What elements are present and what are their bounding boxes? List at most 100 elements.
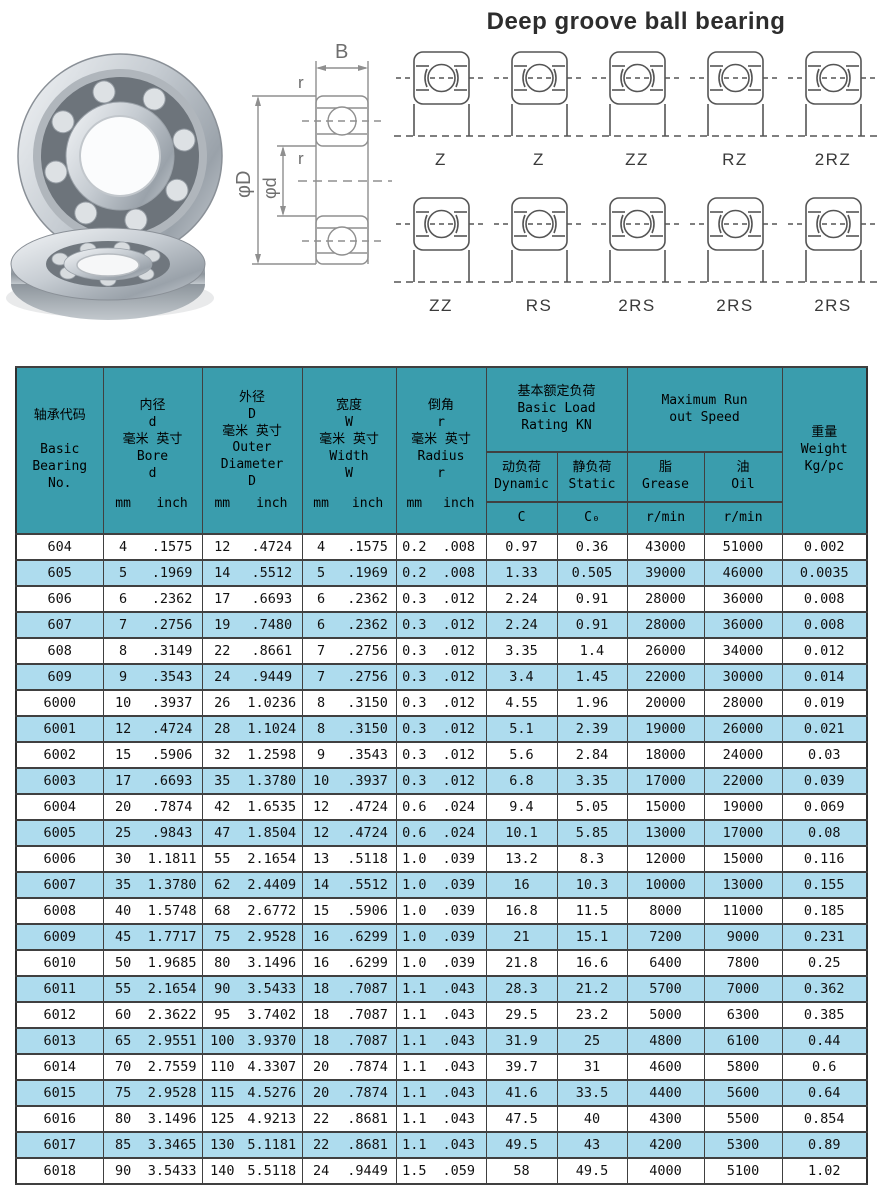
cell-grease-speed: 20000 [626, 688, 705, 717]
bearing-type-icon [785, 197, 881, 283]
bearing-type-icon [785, 51, 881, 137]
cell-oil-speed: 7000 [703, 974, 783, 1003]
cell-bore: 90 3.5433 [102, 1156, 203, 1185]
cell-bore: 85 3.3465 [102, 1130, 203, 1159]
cell-outer-diameter: 24.9449 [201, 662, 303, 691]
bearing-type-label: 2RS [716, 296, 754, 315]
cell-dynamic-load: 16 [485, 870, 558, 899]
cell-outer-diameter: 115 4.5276 [201, 1078, 303, 1107]
cell-static-load: 40 [556, 1104, 628, 1133]
table-row: 6000 10.3937 26 1.0236 8.3150 0.3.012 4.55 1.96… [15, 688, 868, 717]
cell-static-load: 3.35 [556, 766, 628, 795]
cell-width: 10.3937 [301, 766, 397, 795]
cell-outer-diameter: 47 1.8504 [201, 818, 303, 847]
table-row: 6006 30 1.1811 55 2.1654 13.5118 1.0.039 13.2 8.… [15, 844, 868, 873]
cell-dynamic-load: 21.8 [485, 948, 558, 977]
bearing-type-icon [393, 197, 489, 283]
cell-radius: 0.6.024 [395, 818, 487, 847]
cell-outer-diameter: 28 1.1024 [201, 714, 303, 743]
cell-outer-diameter: 35 1.3780 [201, 766, 303, 795]
cell-weight: 0.185 [781, 896, 868, 925]
diagram-label-r1: r [298, 73, 304, 92]
cell-grease-speed: 4800 [626, 1026, 705, 1055]
cell-static-load: 25 [556, 1026, 628, 1055]
cell-grease-speed: 4600 [626, 1052, 705, 1081]
header-sym-oil: r/min [703, 501, 783, 535]
cell-width: 16.6299 [301, 948, 397, 977]
cell-radius: 1.0.039 [395, 922, 487, 951]
cell-radius: 1.1.043 [395, 1078, 487, 1107]
cell-outer-diameter: 125 4.9213 [201, 1104, 303, 1133]
cell-bore: 25.9843 [102, 818, 203, 847]
cell-radius: 1.1.043 [395, 1026, 487, 1055]
cell-weight: 0.116 [781, 844, 868, 873]
cell-grease-speed: 10000 [626, 870, 705, 899]
cell-oil-speed: 36000 [703, 584, 783, 613]
cell-bearing-no: 6004 [15, 792, 104, 821]
cell-static-load: 11.5 [556, 896, 628, 925]
cell-width: 9.3543 [301, 740, 397, 769]
diagram-label-r2: r [298, 149, 304, 168]
cell-oil-speed: 6300 [703, 1000, 783, 1029]
cell-weight: 0.012 [781, 636, 868, 665]
table-row: 6007 35 1.3780 62 2.4409 14.5512 1.0.039 16 10.3… [15, 870, 868, 899]
cell-radius: 1.0.039 [395, 896, 487, 925]
cell-radius: 1.1.043 [395, 1000, 487, 1029]
unit-mm: mm [214, 496, 231, 511]
cell-bore: 35 1.3780 [102, 870, 203, 899]
table-row: 6012 60 2.3622 95 3.7402 18.7087 1.1.043 29.5 23… [15, 1000, 868, 1029]
bearing-type-label: ZZ [625, 150, 649, 169]
cell-width: 5.1969 [301, 558, 397, 587]
cell-static-load: 5.05 [556, 792, 628, 821]
cell-radius: 0.2.008 [395, 532, 487, 561]
cell-grease-speed: 39000 [626, 558, 705, 587]
cell-static-load: 1.4 [556, 636, 628, 665]
bearing-type-cell: ZZ [392, 194, 490, 340]
cell-oil-speed: 34000 [703, 636, 783, 665]
cell-radius: 1.0.039 [395, 844, 487, 873]
bearing-type-label: 2RS [814, 296, 852, 315]
cell-radius: 1.1.043 [395, 1104, 487, 1133]
cell-bearing-no: 6015 [15, 1078, 104, 1107]
cell-radius: 1.1.043 [395, 1130, 487, 1159]
cell-bore: 20.7874 [102, 792, 203, 821]
cell-dynamic-load: 21 [485, 922, 558, 951]
cell-grease-speed: 5000 [626, 1000, 705, 1029]
table-row: 609 9.3543 24.9449 7.2756 0.3.012 3.4 1.45 2200… [15, 662, 868, 691]
header-bore-label: 内径 d 毫米 英寸 Bore d [122, 398, 183, 481]
top-section: B r r φD φd Deep groove ball bearing Z [0, 0, 882, 352]
cell-radius: 1.5.059 [395, 1156, 487, 1185]
unit-mm: mm [313, 496, 329, 511]
cell-outer-diameter: 26 1.0236 [201, 688, 303, 717]
cell-oil-speed: 26000 [703, 714, 783, 743]
table-row: 606 6.2362 17.6693 6.2362 0.3.012 2.24 0.91 280… [15, 584, 868, 613]
cell-width: 12.4724 [301, 792, 397, 821]
cell-oil-speed: 17000 [703, 818, 783, 847]
cell-grease-speed: 17000 [626, 766, 705, 795]
cell-oil-speed: 46000 [703, 558, 783, 587]
cell-static-load: 8.3 [556, 844, 628, 873]
cell-grease-speed: 43000 [626, 532, 705, 561]
cell-oil-speed: 5300 [703, 1130, 783, 1159]
cell-bore: 17.6693 [102, 766, 203, 795]
cell-radius: 0.3.012 [395, 584, 487, 613]
cell-oil-speed: 36000 [703, 610, 783, 639]
cell-weight: 0.64 [781, 1078, 868, 1107]
cell-radius: 1.1.043 [395, 974, 487, 1003]
cell-bearing-no: 6005 [15, 818, 104, 847]
table-row: 6002 15.5906 32 1.2598 9.3543 0.3.012 5.6 2.84 1… [15, 740, 868, 769]
cell-outer-diameter: 90 3.5433 [201, 974, 303, 1003]
table-row: 6004 20.7874 42 1.6535 12.4724 0.6.024 9.4 5.05… [15, 792, 868, 821]
cell-radius: 0.3.012 [395, 766, 487, 795]
cell-bore: 15.5906 [102, 740, 203, 769]
cell-weight: 0.854 [781, 1104, 868, 1133]
header-sym-grease: r/min [626, 501, 705, 535]
unit-inch: inch [256, 496, 288, 511]
header-radius: 倒角 r 毫米 英寸 Radius r mm inch [395, 366, 487, 535]
unit-inch: inch [351, 496, 384, 511]
cell-grease-speed: 7200 [626, 922, 705, 951]
table-row: 604 4.1575 12.4724 4.1575 0.2.008 0.97 0.36 430… [15, 532, 868, 561]
cell-bore: 30 1.1811 [102, 844, 203, 873]
cell-static-load: 0.36 [556, 532, 628, 561]
cell-static-load: 33.5 [556, 1078, 628, 1107]
